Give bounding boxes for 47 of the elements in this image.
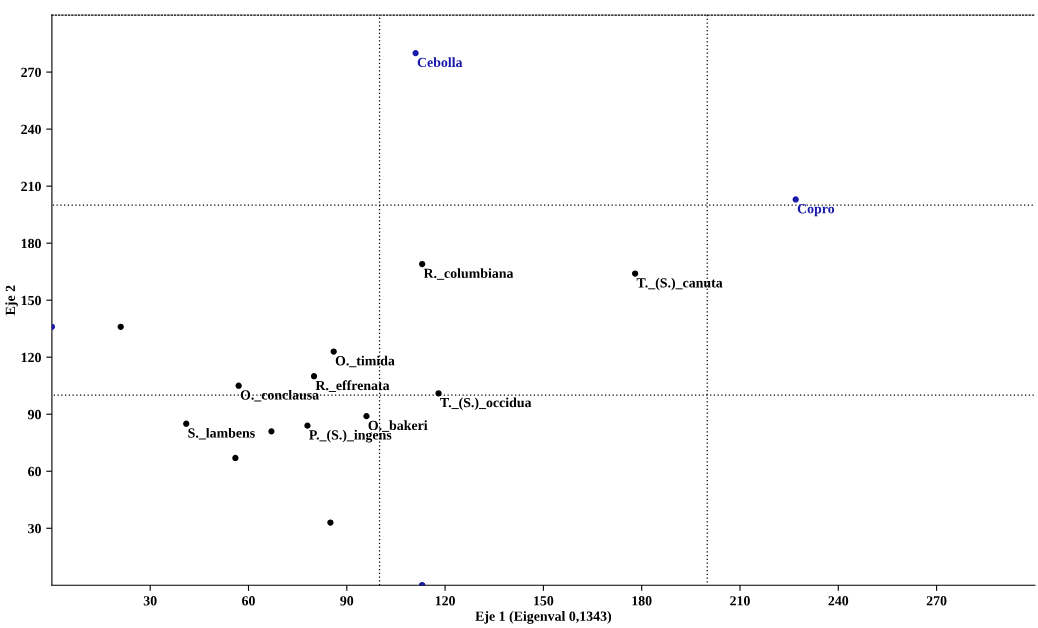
y-tick-label: 30 (28, 523, 41, 534)
annotation: P._(S.)_ingens (309, 429, 392, 443)
point (330, 348, 337, 355)
annotation: T._(S.)_canuta (636, 277, 723, 291)
x-tick-label: 120 (435, 596, 455, 606)
point (310, 373, 318, 380)
point (363, 413, 370, 420)
y-tick-label: 270 (21, 67, 41, 78)
x-tick-label: 210 (730, 596, 750, 606)
point (792, 196, 799, 203)
y-tick-label: 210 (21, 181, 41, 192)
point (632, 270, 639, 277)
annotation: Copro (797, 204, 835, 217)
x-tick-label: 30 (143, 596, 157, 606)
point (117, 323, 124, 330)
x-axis-title: Eje 1 (Eigenval 0,1343) (475, 611, 612, 624)
point (412, 49, 419, 57)
point (232, 454, 239, 462)
x-tick-label: 270 (926, 596, 947, 606)
y-tick-label: 180 (21, 238, 41, 249)
point (183, 420, 190, 427)
y-tick-label: 150 (21, 295, 41, 306)
x-tick-label: 60 (242, 596, 255, 606)
point (304, 422, 311, 429)
point (268, 428, 275, 435)
x-tick-label: 180 (632, 596, 652, 606)
y-tick-label: 60 (28, 466, 41, 477)
point (235, 382, 242, 389)
annotation: O._conclausa (240, 389, 319, 402)
point (419, 260, 426, 268)
point (51, 323, 56, 330)
annotation: Cebolla (417, 57, 463, 68)
y-tick-label: 90 (27, 409, 41, 420)
annotation: O._timida (335, 355, 395, 368)
annotation: T._(S.)_occidua (440, 397, 532, 411)
x-tick-label: 90 (340, 596, 354, 606)
annotation: R._effrenata (315, 380, 390, 392)
x-tick-label: 240 (828, 596, 849, 606)
annotation: S._lambens (188, 427, 255, 440)
point (327, 519, 334, 526)
point (435, 390, 442, 397)
x-tick-label: 150 (534, 596, 554, 606)
y-axis-title: Eje 2 (5, 285, 18, 316)
y-tick-label: 120 (21, 352, 41, 363)
y-tick-label: 240 (21, 124, 41, 135)
annotation: O._bakeri (368, 420, 428, 432)
annotation: R._columbiana (423, 268, 514, 280)
